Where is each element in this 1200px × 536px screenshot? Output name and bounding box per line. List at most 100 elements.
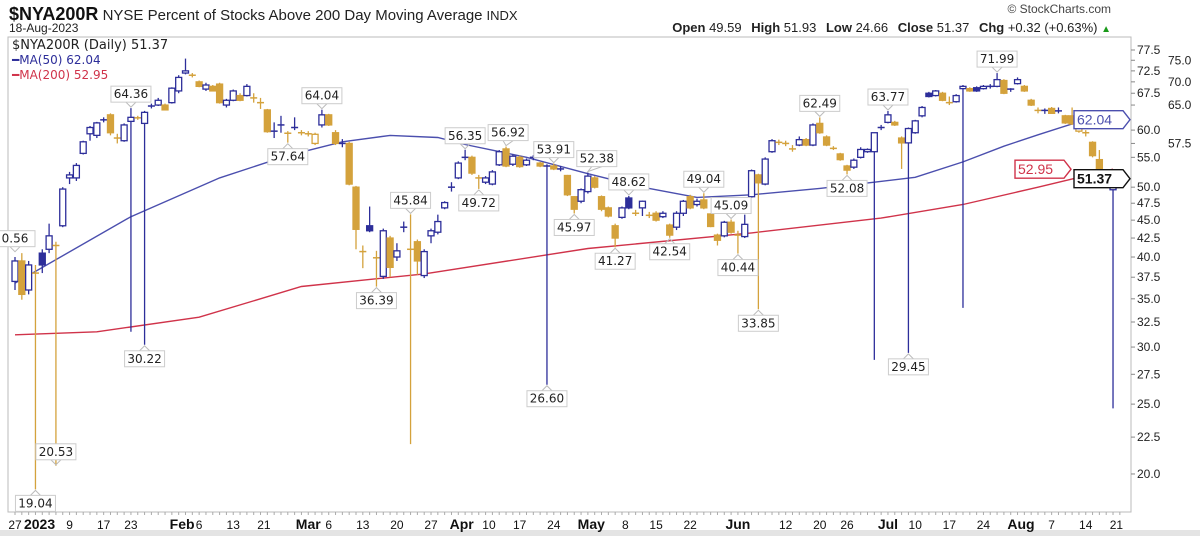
price-annotation: 62.49 [799,94,841,118]
candle-body [857,148,865,158]
candle [522,158,531,166]
candle [147,103,155,109]
candle [645,211,653,219]
x-tick-label: 6 [325,518,332,532]
ma50-line [14,118,1114,284]
y-tick-label: 57.5 [1168,136,1192,150]
annotation-label: 64.04 [305,89,339,103]
candle-body [454,162,462,179]
legend-ma200-label: MA(200) 52.95 [19,68,109,82]
high-value: 51.93 [783,20,817,35]
candle [911,119,919,134]
candle [775,139,783,146]
candle [693,198,701,207]
x-tick-label: Mar [296,516,321,532]
candle [638,200,647,217]
candle-body [925,92,933,98]
candle-body [802,138,810,146]
annotation-box [444,127,486,145]
y-tick-label: 20.0 [1137,467,1161,481]
price-annotation: 56.35 [444,127,486,150]
candle [161,103,169,111]
tag-box [1073,109,1131,130]
x-tick-label: 17 [943,518,957,532]
candle-body [972,87,981,92]
annotation-label: 33.85 [741,316,775,330]
candle [243,84,251,97]
open-value: 49.59 [709,20,742,35]
annotation-box [35,443,77,461]
annotation-pointer [50,459,62,466]
annotation-label: 49.04 [687,172,721,186]
candle-body [672,212,681,228]
annotation-pointer [698,186,710,193]
price-annotation: 71.99 [976,50,1018,73]
candle [352,185,360,250]
candle-body [175,76,183,92]
candle [236,93,244,102]
annotation-label: 40.44 [721,261,755,275]
candle-body [352,186,360,230]
candle-body [79,141,87,155]
candle-body [741,223,749,238]
candle-body [311,133,319,145]
high-label: High [751,20,781,35]
bottom-band [0,530,1200,536]
candle-body [863,148,872,153]
annotation-box [526,390,568,408]
candle [475,174,483,189]
low-value: 24.66 [855,20,889,35]
y-tick-label: 72.5 [1137,64,1161,78]
candle [127,108,135,332]
annotation-label: 64.36 [114,87,148,101]
annotation-label: 42.54 [653,245,687,259]
candle [986,84,994,89]
candle-body [413,241,422,262]
candle [11,257,19,290]
candle-body [59,188,67,227]
candle [788,145,796,152]
price-annotation: 30.22 [124,345,166,368]
annotation-pointer [568,213,580,220]
candle-body [652,212,660,221]
candle [270,122,278,139]
candle-body [577,189,585,202]
chart-date: 18-Aug-2023 [9,21,79,35]
candle-body [891,121,899,126]
x-tick-label: 20 [390,518,404,532]
candle [1020,85,1029,92]
annotation-label: 49.72 [462,196,496,210]
y-tick-label: 75.0 [1168,53,1192,67]
annotation-box [301,87,343,105]
candle-body [427,230,435,237]
candle [945,96,953,106]
candle [100,117,108,123]
candle-body [720,221,728,237]
annotation-box [608,173,650,191]
annotation-label: 45.84 [393,193,427,207]
legend-main: $NYA200R (Daily) 51.37 [12,38,169,53]
annotation-pointer [30,489,41,496]
candle [1034,107,1042,114]
annotation-label: 29.45 [891,360,925,374]
price-annotation: 49.72 [458,189,500,212]
candle-body [904,127,913,144]
candle [359,245,367,269]
candle [502,146,510,168]
candle [202,82,210,91]
candle [877,124,885,131]
candle-body [468,156,476,174]
y-tick-label: 60.0 [1137,123,1161,137]
candle-body [638,200,647,209]
candle [550,163,558,171]
candle-body [1047,107,1056,114]
candle-body [509,155,517,165]
symbol: $NYA200R [9,4,99,24]
candle-body [966,87,974,92]
annotation-pointer [991,66,1003,73]
close-value: 51.37 [936,20,970,35]
candle-body [195,81,203,88]
price-annotation: 52.38 [576,150,618,173]
annotation-pointer [609,247,621,254]
